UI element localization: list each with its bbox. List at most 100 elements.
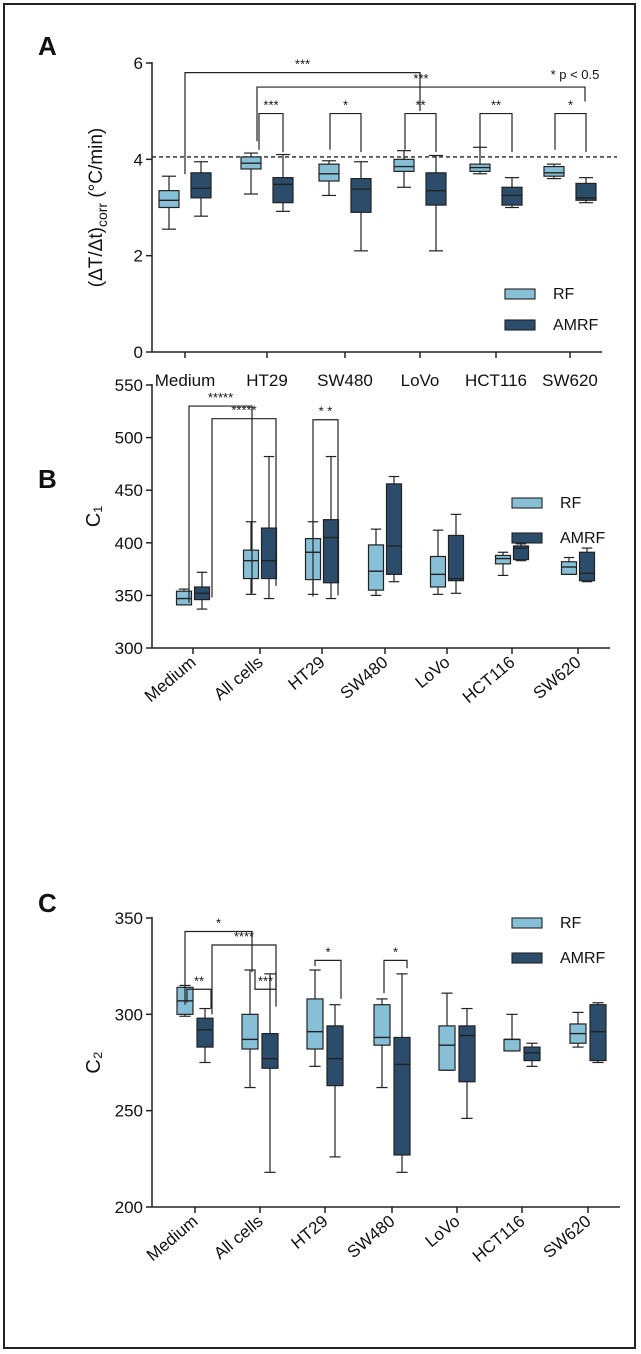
panel-a-box-amrf [350,161,372,252]
panel-a-box-rf [543,163,565,180]
panel-c-box-rf [373,998,391,1089]
panel-a-box-single-iqr [158,190,180,209]
panel-c-significance-bracket: * [314,944,342,999]
panel-c-x-tick-label: LoVo [422,1212,464,1251]
panel-a-box-amrf [272,153,294,212]
panel-c-bracket-label: * [216,915,221,930]
figure-frame [3,3,636,1349]
panel-a-legend-label-amrf: AMRF [553,317,599,334]
panel-c-x-tick-label: HCT116 [469,1212,529,1266]
panel-a-legend-swatch-amrf [504,319,536,331]
panel-c-letter: C [38,888,57,918]
panel-a-box-amrf-iqr [350,178,372,213]
panel-a-bracket-label: ** [491,98,501,113]
panel-a-note: * p < 0.5 [551,67,600,82]
panel-a-x-tick-label: SW480 [317,371,373,390]
panel-c-bracket-label: * [325,944,330,959]
panel-b-box-amrf [193,571,211,610]
panel-c-box-rf-iqr [503,1038,521,1052]
panel-b-bracket-line [188,405,253,603]
panel-a: A 0 2 4 6 Medium HT29 SW480 LoVo HCT116 SW620 (ΔT/Δ… [38,31,617,390]
panel-a-box-amrf [501,177,523,209]
panel-c-bracket-label: ** [194,973,204,988]
panel-b-box-rf-iqr [560,561,578,575]
panel-c-y-tick-label: 200 [115,1198,143,1217]
panel-a-box-rf [318,160,340,197]
panel-c-x-tick-label: SW620 [540,1212,595,1262]
panel-a-box-single [158,175,180,230]
panel-c-box-amrf-iqr [589,1004,607,1062]
panel-c: C 200 250 300 350 Medium All cells HT29 SW480 LoV… [38,888,620,1266]
panel-c-box-amrf-iqr [261,1032,279,1069]
panel-c-bracket-label: **** [234,929,254,944]
panel-b-y-tick-label: 350 [115,586,143,605]
panel-a-box-rf-iqr [543,165,565,177]
panel-c-legend-label-amrf: AMRF [560,950,606,967]
panel-a-y-tick-label: 0 [134,343,143,362]
panel-b-y-label: C₁ [83,506,105,527]
panel-c-y-tick-label: 250 [115,1102,143,1121]
panel-b-bracket-line [211,418,277,598]
panel-a-box-rf [393,150,415,188]
panel-c-box-rf [503,1013,521,1052]
panel-c-legend-swatch-rf [511,917,543,929]
panel-b-box-rf [429,529,447,595]
panel-b-box-amrf [512,543,530,562]
panel-c-box-amrf-iqr [326,1025,344,1087]
panel-b-y-tick-label: 300 [115,639,143,658]
panel-b-y-tick-label: 450 [115,481,143,500]
panel-a-bracket-label: *** [295,57,310,72]
panel-b-significance-bracket: ***** [211,403,277,598]
panel-b-box-amrf-iqr [385,483,403,575]
panel-b-box-amrf [385,475,403,583]
panel-c-box-amrf [589,1002,607,1064]
panel-c-significance-bracket: **** [211,929,277,1015]
panel-a-bracket-label: ** [415,98,425,113]
panel-c-box-amrf [261,973,279,1173]
panel-c-box-amrf [326,1004,344,1158]
panel-a-box-single2-iqr [190,172,212,199]
panel-a-box-rf [469,146,491,175]
panel-b-x-tick-label: SW480 [337,653,392,703]
panel-a-bracket-label: *** [413,71,428,86]
panel-b-box-rf [494,551,512,577]
panel-b-box-rf [175,588,193,606]
panel-b-box-rf-iqr [367,544,385,591]
panel-c-box-rf [241,969,259,1089]
panel-a-significance-bracket: *** [258,98,284,153]
panel-b-x-tick-label: HT29 [285,653,329,694]
panel-b-legend-label-amrf: AMRF [560,530,606,547]
panel-a-x-tick-label: LoVo [401,371,440,390]
panel-c-bracket-line [383,959,408,994]
panel-b-box-amrf [260,455,278,600]
panel-a-bracket-label: * [343,98,348,113]
panel-a-box-rf-iqr [318,163,340,182]
panel-b-box-amrf-iqr [322,519,340,584]
panel-a-x-tick-label: SW620 [542,371,598,390]
panel-b-box-amrf-iqr [512,545,530,561]
panel-a-box-amrf-iqr [425,172,447,206]
panel-a-bracket-line [404,112,437,153]
panel-b-bracket-line [312,419,339,597]
panel-c-box-amrf [523,1042,541,1067]
panel-b-box-amrf-iqr [578,551,596,582]
panel-b-significance-bracket: * * [312,404,339,597]
panel-a-box-amrf [575,177,597,204]
panel-c-box-amrf-iqr [196,1017,214,1048]
panel-c-box-rf [438,992,456,1071]
panel-a-box-amrf-iqr [272,177,294,204]
panel-b-legend-swatch-rf [511,497,543,509]
panel-c-legend-swatch-amrf [511,952,543,964]
panel-c-box-amrf-iqr [523,1046,541,1062]
panel-a-letter: A [38,31,57,61]
panel-b-bracket-label: ***** [208,390,233,405]
panel-c-significance-bracket: *** [254,970,277,990]
panel-b-letter: B [38,464,57,494]
panel-c-bracket-line [186,988,212,1009]
panel-b-significance-bracket: ***** [188,390,253,603]
panel-b-box-amrf [447,513,465,594]
panel-b-box-rf [560,556,578,575]
panel-c-box-rf-iqr [438,1025,456,1071]
